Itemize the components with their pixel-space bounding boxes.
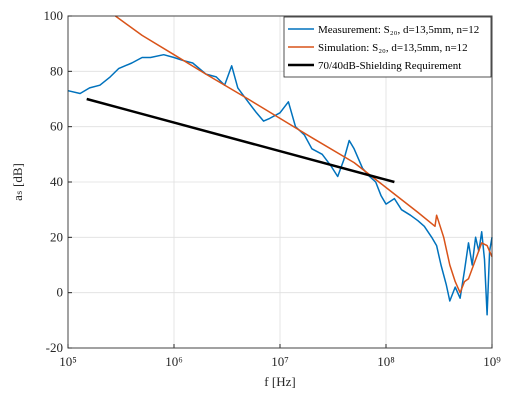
x-tick-label: 10⁶ — [165, 354, 183, 369]
x-tick-label: 10⁵ — [59, 354, 77, 369]
series-line — [114, 15, 493, 294]
x-tick-label: 10⁷ — [271, 354, 289, 369]
legend-label: 70/40dB-Shielding Requirement — [318, 60, 461, 72]
y-tick-label: 40 — [50, 174, 63, 189]
x-tick-label: 10⁸ — [377, 354, 395, 369]
y-axis-label: aₛ [dB] — [10, 163, 25, 201]
y-tick-label: -20 — [46, 340, 63, 355]
legend: Measurement: S₂₀, d=13,5mm, n=12 Simulati… — [283, 16, 492, 78]
y-tick-label: 0 — [57, 285, 64, 300]
y-tick-label: 100 — [44, 8, 64, 23]
x-axis-label: f [Hz] — [264, 374, 295, 389]
legend-box — [283, 16, 492, 78]
legend-label: Measurement: S₂₀, d=13,5mm, n=12 — [318, 24, 479, 36]
series-line — [86, 97, 395, 184]
y-tick-label: 20 — [50, 229, 63, 244]
y-tick-label: 80 — [50, 63, 63, 78]
y-tick-label: 60 — [50, 119, 63, 134]
x-tick-label: 10⁹ — [483, 354, 501, 369]
legend-label: Simulation: S₂₀, d=13,5mm, n=12 — [318, 42, 468, 54]
plot-frame — [67, 15, 493, 349]
